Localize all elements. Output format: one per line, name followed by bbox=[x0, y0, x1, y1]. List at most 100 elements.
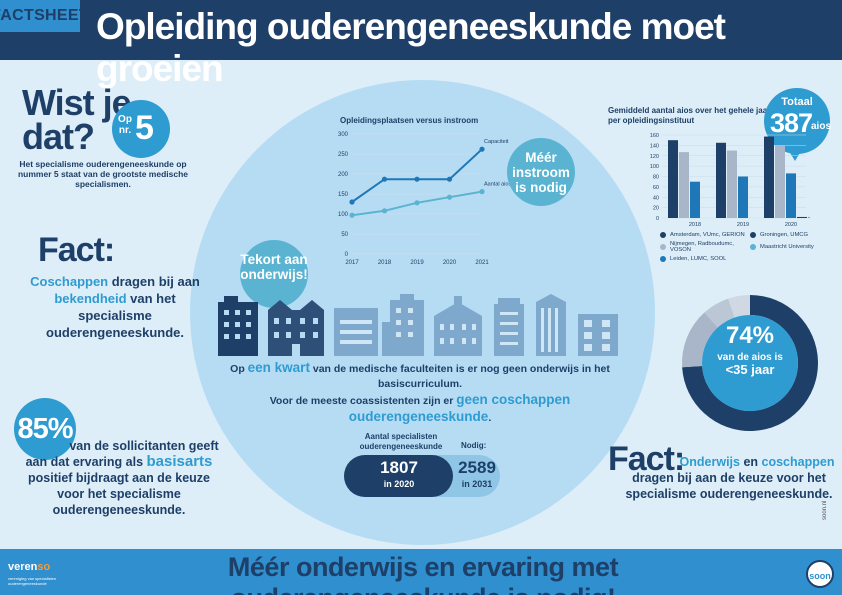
kwart-text-part1: Op bbox=[230, 363, 248, 375]
specialists-needed-value: 2589 bbox=[458, 458, 496, 477]
data-point bbox=[414, 200, 420, 206]
bar bbox=[808, 216, 810, 218]
fact1-highlight-coschappen: Coschappen bbox=[30, 274, 109, 289]
meer-instroom-bubble: Méér instroom is nodig bbox=[507, 138, 575, 206]
specialists-current-pill bbox=[344, 455, 453, 497]
kwart-text-part3: van de medische faculteiten is er nog ge… bbox=[309, 363, 610, 390]
bar bbox=[738, 176, 748, 218]
footer-slogan: Méér onderwijs en ervaring met ouderenge… bbox=[227, 552, 619, 595]
x-tick-label: 2021 bbox=[475, 260, 489, 266]
wist-je-dat-text: Het specialisme ouderengeneeskunde op nu… bbox=[17, 159, 189, 189]
donut-text-line1: van de aios is bbox=[717, 352, 783, 363]
y-tick-label: 160 bbox=[650, 133, 659, 139]
wist-je-dat-line2: dat? bbox=[22, 116, 95, 157]
kwart-text-part4: Voor de meeste coassistenten zijn er bbox=[269, 395, 457, 407]
totaal-unit: aios bbox=[811, 121, 832, 132]
fact2-heading: Fact: bbox=[608, 440, 685, 478]
fact2-highlight-onderwijs: Onderwijs bbox=[679, 455, 740, 469]
bar bbox=[786, 173, 796, 218]
legend-label: Leiden, LUMC, SOOL bbox=[670, 256, 727, 262]
donut-value: 74% bbox=[725, 322, 775, 349]
legend-label: Amsterdam, VUmc, GERION bbox=[670, 232, 745, 238]
y-tick-label: 0 bbox=[656, 216, 659, 222]
legend-swatch bbox=[750, 232, 756, 238]
wist-je-dat-heading: Wist je dat? bbox=[22, 82, 132, 157]
age-donut-chart bbox=[682, 295, 818, 431]
badge-nr: nr. bbox=[118, 125, 132, 136]
y-tick-label: 100 bbox=[650, 164, 659, 170]
legend-item: Leiden, LUMC, SOOL bbox=[660, 256, 750, 262]
legend-item: Nijmegen, Radboudumc, VOSON bbox=[660, 241, 750, 253]
footer bbox=[0, 549, 842, 595]
pct85-highlight-basisarts: basisarts bbox=[146, 453, 213, 470]
x-tick-label: 2019 bbox=[737, 222, 749, 228]
x-tick-label: 2018 bbox=[689, 222, 701, 228]
legend-item: Amsterdam, VUmc, GERION bbox=[660, 232, 750, 238]
totaal-value: 387 bbox=[770, 108, 813, 138]
y-tick-label: 120 bbox=[650, 154, 659, 160]
y-tick-label: 150 bbox=[338, 192, 349, 198]
data-point bbox=[414, 176, 420, 182]
legend-swatch bbox=[750, 244, 756, 250]
pct85-text-part1: van de sollicitanten geeft aan dat ervar… bbox=[25, 439, 219, 469]
building-icon bbox=[494, 298, 524, 356]
data-point bbox=[381, 208, 388, 214]
fact2-highlight-coschappen: coschappen bbox=[761, 455, 835, 469]
fact1-text-part2: dragen bij aan bbox=[108, 274, 200, 289]
header bbox=[0, 0, 842, 60]
legend-item bbox=[750, 256, 840, 262]
donut-slice-other bbox=[704, 298, 735, 328]
pct85-text: van de sollicitanten geeft aan dat ervar… bbox=[14, 438, 224, 518]
soon-logo[interactable]: soon bbox=[806, 560, 834, 588]
series-label: Capaciteit bbox=[484, 139, 509, 145]
bar bbox=[797, 216, 807, 218]
legend-swatch bbox=[660, 256, 666, 262]
verenso-logo[interactable]: verenso vereniging van specialisten oude… bbox=[4, 555, 84, 589]
bar bbox=[668, 140, 678, 218]
pct85-badge: 85% bbox=[14, 398, 76, 460]
data-point bbox=[349, 212, 355, 218]
verenso-logo-text: verenso bbox=[8, 561, 50, 573]
donut-slice-other bbox=[728, 295, 750, 318]
y-tick-label: 200 bbox=[338, 172, 349, 178]
verenso-logo-name: veren bbox=[8, 561, 38, 573]
fact2-text: Onderwijs en coschappen dragen bij aan d… bbox=[616, 454, 842, 502]
fact2-text-part2: en bbox=[739, 455, 762, 469]
kwart-text-part6: . bbox=[488, 412, 492, 424]
pct85-text-part3: positief bijdraagt aan de keuze voor het… bbox=[28, 471, 210, 517]
donut-text: van de aios is <35 jaar bbox=[700, 352, 800, 376]
data-point bbox=[446, 176, 453, 182]
data-point bbox=[381, 176, 388, 182]
y-tick-label: 100 bbox=[338, 212, 349, 218]
verenso-logo-subtitle: vereniging van specialisten ouderengenee… bbox=[8, 576, 57, 586]
wist-je-dat-line1: Wist je bbox=[22, 82, 132, 123]
fact1-text-part4: van het specialisme ouderengeneeskunde. bbox=[46, 291, 184, 340]
bar-chart-title: Gemiddeld aantal aios over het gehele ja… bbox=[608, 106, 771, 125]
legend-item: Groningen, UMCG bbox=[750, 232, 840, 238]
legend-label: Groningen, UMCG bbox=[760, 232, 809, 238]
y-tick-label: 250 bbox=[338, 152, 349, 158]
legend-row: Leiden, LUMC, SOOL bbox=[660, 256, 840, 262]
totaal-badge: Totaal 387 aios bbox=[764, 88, 832, 154]
badge-number: 5 bbox=[135, 109, 154, 147]
y-tick-label: 80 bbox=[653, 175, 659, 181]
kwart-text: Op een kwart van de medische faculteiten… bbox=[210, 360, 630, 426]
specialists-needed-year: in 2031 bbox=[461, 479, 493, 489]
building-icon bbox=[382, 294, 424, 356]
legend-row: Amsterdam, VUmc, GERION Groningen, UMCG bbox=[660, 232, 840, 238]
verenso-logo-suffix: so bbox=[37, 561, 51, 573]
fact2-text-part4: dragen bij aan de keuze voor het special… bbox=[625, 471, 833, 501]
specialists-current-year: in 2020 bbox=[383, 479, 415, 489]
x-tick-label: 2018 bbox=[378, 260, 392, 266]
bar bbox=[727, 150, 737, 218]
bar bbox=[764, 136, 774, 218]
y-tick-label: 140 bbox=[650, 143, 659, 149]
data-point bbox=[349, 199, 355, 205]
bar-chart-legend: Amsterdam, VUmc, GERION Groningen, UMCG Ni… bbox=[660, 232, 840, 265]
legend-swatch bbox=[660, 232, 666, 238]
legend-swatch bbox=[660, 244, 666, 250]
specialists-current-value: 1807 bbox=[380, 458, 418, 477]
legend-label: Maastricht University bbox=[760, 244, 814, 250]
data-point bbox=[479, 146, 485, 152]
number-5-badge: Op nr. 5 bbox=[112, 100, 170, 158]
